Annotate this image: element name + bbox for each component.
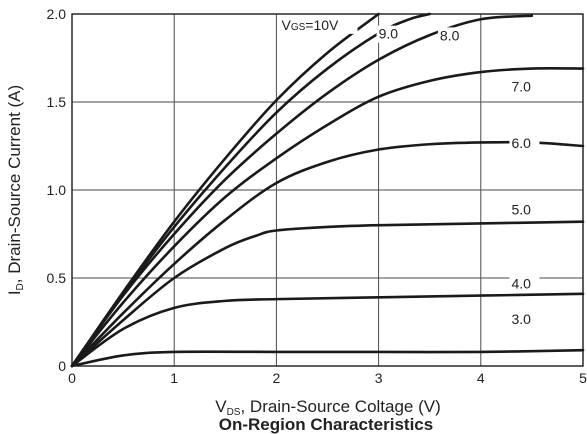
y-axis-label-main: I (5, 290, 24, 295)
curve-label-vgs-10v: VGS=10V (279, 16, 358, 34)
curve-labels: VGS=10V 9.0 8.0 7.0 6.0 5.0 4.0 3.0 (279, 16, 540, 328)
plot-frame (71, 13, 584, 367)
y-tick-label: 1.5 (47, 94, 67, 110)
curve-label-bg (509, 275, 540, 293)
plot-border (71, 13, 584, 367)
curve-label-bg (376, 25, 407, 43)
curve-label-bg (437, 27, 468, 45)
y-tick-label: 0.5 (47, 270, 67, 286)
y-axis-label-rest: , Drain-Source Current (A) (5, 85, 24, 283)
curve-label-text: 8.0 (440, 27, 460, 43)
series-line-5-0 (70, 220, 585, 368)
curve-label-text: VGS=10V (282, 17, 340, 33)
curve-label-bg (509, 78, 540, 96)
curve-label-text: 4.0 (511, 276, 531, 292)
y-tick-label: 0 (58, 358, 66, 374)
x-tick-label: 0 (68, 370, 76, 386)
x-tick-label: 4 (477, 370, 485, 386)
curve-label-5-0: 5.0 (509, 201, 540, 219)
curve-label-bg (279, 16, 358, 34)
grid (72, 14, 583, 366)
chart-title: On-Region Characteristics (219, 415, 433, 434)
curve-label-text: 6.0 (511, 135, 531, 151)
y-axis-label: ID, Drain-Source Current (A) (5, 85, 26, 295)
y-tick-label: 2.0 (47, 6, 67, 22)
series-line-4-0 (70, 292, 585, 368)
series-line-8-0 (70, 14, 534, 368)
y-tick-label: 1.0 (47, 182, 67, 198)
curve-label-bg (509, 134, 540, 152)
curve-label-8-0: 8.0 (437, 27, 468, 45)
series-line-7-0 (70, 67, 585, 368)
x-axis-label-main: V (215, 397, 227, 416)
x-axis-label: VDS, Drain-Source Coltage (V) (215, 397, 441, 418)
series-line-3-0 (70, 348, 585, 368)
curve-label-3-0: 3.0 (509, 310, 540, 328)
curve-label-bg (509, 201, 540, 219)
tick-labels: 0 1 2 3 4 5 0 0.5 1.0 1.5 2.0 (47, 6, 587, 386)
y-axis-label-sub: D (15, 283, 26, 290)
curve-label-7-0: 7.0 (509, 78, 540, 96)
x-tick-label: 3 (375, 370, 383, 386)
curve-label-text: 3.0 (511, 311, 531, 327)
x-axis-label-rest: , Drain-Source Coltage (V) (240, 397, 440, 416)
curve-label-bg (509, 310, 540, 328)
curve-label-text: 7.0 (511, 78, 531, 94)
curve-label-9-0: 9.0 (376, 25, 407, 43)
series-line-9-0 (70, 12, 431, 368)
curve-label-text: 5.0 (511, 202, 531, 218)
x-tick-label: 1 (170, 370, 178, 386)
x-tick-label: 2 (273, 370, 281, 386)
curve-label-text: 9.0 (379, 26, 399, 42)
x-tick-label: 5 (579, 370, 587, 386)
curve-label-4-0: 4.0 (509, 275, 540, 293)
curve-label-6-0: 6.0 (509, 134, 540, 152)
series-line-6-0 (70, 140, 585, 368)
x-axis-label-sub: DS (227, 407, 241, 418)
